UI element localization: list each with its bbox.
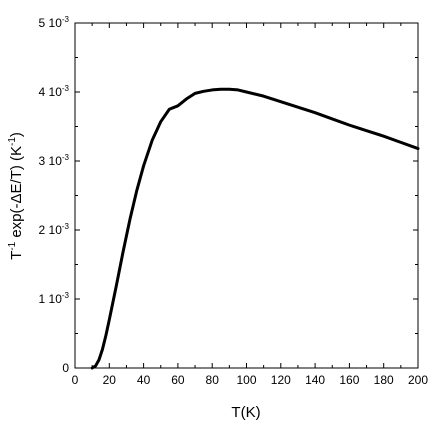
y-tick-label: 0 bbox=[62, 361, 69, 375]
y-tick-label: 2 10-3 bbox=[39, 222, 70, 237]
series-layer bbox=[90, 87, 420, 370]
x-tick-label: 180 bbox=[374, 373, 394, 387]
x-tick-label: 20 bbox=[103, 373, 117, 387]
x-tick-label: 100 bbox=[236, 373, 256, 387]
series-line bbox=[90, 87, 420, 370]
x-tick-label: 40 bbox=[137, 373, 151, 387]
x-tick-label: 200 bbox=[408, 373, 428, 387]
y-tick-label: 4 10-3 bbox=[39, 84, 70, 99]
x-tick-label: 80 bbox=[206, 373, 220, 387]
y-tick-label: 1 10-3 bbox=[39, 291, 70, 306]
x-tick-label: 140 bbox=[305, 373, 325, 387]
y-axis-ticks: 0 1 10-3 2 10-3 3 10-3 4 10-3 5 10-3 bbox=[39, 15, 418, 375]
y-tick-label: 3 10-3 bbox=[39, 153, 70, 168]
x-tick-label: 60 bbox=[171, 373, 185, 387]
x-tick-label: 120 bbox=[271, 373, 291, 387]
x-axis-label: T(K) bbox=[231, 404, 260, 421]
x-tick-label: 160 bbox=[339, 373, 359, 387]
y-axis-label: T-1 exp(-ΔE/T) (K-1) bbox=[7, 132, 25, 260]
y-tick-label: 5 10-3 bbox=[39, 15, 70, 30]
plot-frame bbox=[74, 22, 419, 369]
x-axis-ticks: 0 20 40 60 80 100 120 140 160 180 200 bbox=[72, 23, 428, 387]
x-tick-label: 0 bbox=[72, 373, 79, 387]
